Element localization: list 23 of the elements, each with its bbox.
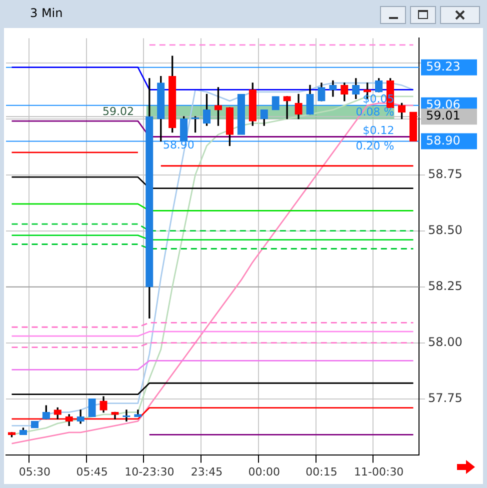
y-tick-label: 58.00 (428, 334, 462, 349)
annotation: 0.20 % (356, 139, 394, 152)
x-tick-label: 10-23:30 (124, 465, 174, 478)
y-tick-label: 57.75 (428, 390, 462, 405)
candlestick (409, 112, 418, 142)
candlestick (272, 96, 280, 110)
band-label: 59.02 (102, 104, 134, 118)
x-tick-label: 11-00:30 (354, 465, 404, 478)
ref-line-label: 58.90 (426, 133, 460, 148)
annotation: $0.12 (362, 124, 394, 137)
candlestick (237, 94, 246, 135)
ref-line-label: 59.23 (426, 59, 460, 74)
y-tick-label: 58.25 (428, 278, 462, 293)
chart-title: 3 Min (30, 6, 63, 20)
candlestick (88, 398, 96, 418)
y-tick-label: 58.50 (428, 222, 462, 237)
x-tick-label: 00:00 (248, 465, 280, 478)
x-tick-label: 05:45 (76, 465, 108, 478)
candlestick (283, 96, 291, 120)
x-tick-label: 05:30 (18, 465, 51, 478)
x-tick-label: 00:15 (306, 465, 338, 478)
y-tick-label: 58.75 (428, 166, 462, 181)
x-tick-label: 23:45 (190, 465, 223, 478)
